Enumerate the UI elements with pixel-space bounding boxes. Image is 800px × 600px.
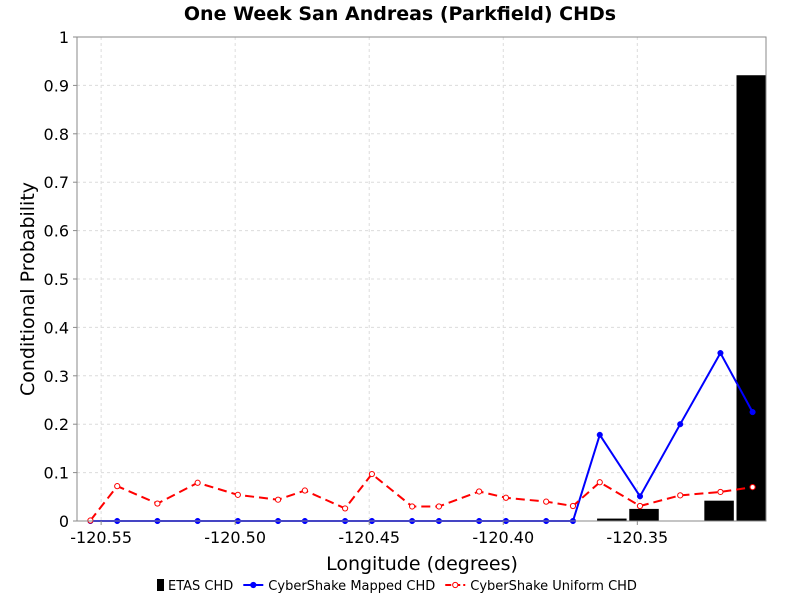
- series-1-point-12: [502, 494, 510, 501]
- legend-marker-series-0: [250, 581, 257, 589]
- legend-swatch-etas: [157, 579, 164, 591]
- y-tick-label-1: 0.1: [44, 464, 69, 483]
- y-tick-label-7: 0.7: [44, 173, 69, 192]
- series-1-point-5: [274, 496, 282, 503]
- x-tick-label-2: -120.45: [338, 528, 400, 547]
- legend-item-etas: ETAS CHD: [157, 579, 233, 594]
- y-axis-label: Conditional Probability: [17, 182, 39, 396]
- series-1-point-19: [749, 484, 756, 491]
- series-line-0: [90, 350, 754, 522]
- legend-item-series-0: CyberShake Mapped CHD: [243, 579, 435, 594]
- etas-bar-0: [597, 518, 627, 521]
- etas-bar-1: [629, 508, 659, 521]
- etas-bars: [597, 75, 766, 522]
- series-1-point-7: [341, 505, 349, 512]
- series-1-point-18: [717, 488, 724, 496]
- chart-title: One Week San Andreas (Parkfield) CHDs: [184, 3, 616, 25]
- series-1-point-15: [596, 479, 603, 486]
- y-tick-label-6: 0.6: [44, 222, 69, 241]
- y-tick-label-2: 0.2: [44, 415, 69, 434]
- y-tick-label-10: 1: [59, 28, 69, 47]
- series-1-point-1: [114, 483, 121, 490]
- series-1-point-4: [234, 491, 241, 498]
- legend-label-etas: ETAS CHD: [168, 579, 233, 594]
- series-0-point-17: [677, 421, 684, 428]
- legend-label-series-1: CyberShake Uniform CHD: [470, 579, 637, 594]
- etas-bar-2: [704, 500, 734, 521]
- series-1-point-11: [476, 488, 483, 495]
- series-1-point-9: [409, 503, 416, 510]
- series-1-point-14: [569, 502, 577, 510]
- x-tick-label-0: -120.55: [70, 528, 132, 547]
- y-tick-label-9: 0.9: [44, 76, 69, 95]
- series-0-point-15: [596, 431, 603, 438]
- legend-item-series-1: CyberShake Uniform CHD: [445, 579, 637, 594]
- grid-lines: [77, 36, 766, 522]
- series-0-point-18: [717, 350, 724, 357]
- x-tick-label-1: -120.50: [204, 528, 266, 547]
- y-tick-label-8: 0.8: [44, 125, 69, 144]
- x-tick-label-4: -120.35: [606, 528, 668, 547]
- series-0-point-16: [636, 493, 644, 500]
- series-1-point-2: [154, 500, 161, 507]
- series-1-point-3: [194, 479, 201, 486]
- x-tick-label-3: -120.40: [472, 528, 534, 547]
- y-tick-label-5: 0.5: [44, 270, 69, 289]
- series-0-point-19: [749, 409, 756, 416]
- y-tick-label-4: 0.4: [44, 318, 69, 337]
- x-axis-label: Longitude (degrees): [326, 553, 518, 575]
- series-1-point-6: [301, 487, 308, 494]
- etas-bar-3: [736, 75, 766, 522]
- series-1-point-13: [543, 498, 550, 505]
- tick-labels: 0 0.1 0.2 0.3 0.4 0.5 0.6 0.7 0.8 0.9 1 -120.55 -120…: [44, 28, 669, 547]
- series-1-point-17: [677, 492, 684, 499]
- legend-label-series-0: CyberShake Mapped CHD: [268, 579, 435, 594]
- series-1-point-16: [636, 502, 644, 510]
- series-line-1: [89, 472, 753, 522]
- y-tick-label-0: 0: [59, 512, 69, 531]
- series-1-point-8: [368, 470, 376, 478]
- legend: ETAS CHD CyberShake Mapped CHD CyberShake …: [157, 579, 637, 594]
- series-1-point-10: [435, 503, 443, 510]
- y-tick-label-3: 0.3: [44, 367, 69, 386]
- legend-marker-series-1: [452, 581, 459, 589]
